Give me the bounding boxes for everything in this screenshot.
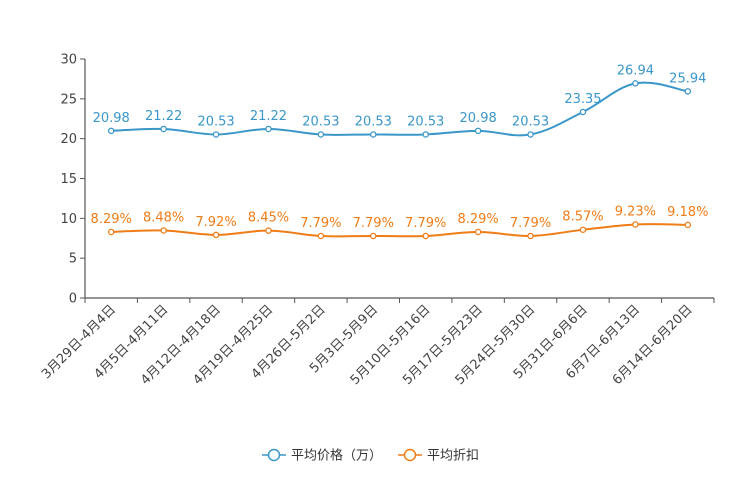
y-tick-label: 20: [60, 132, 77, 147]
data-point[interactable]: [265, 125, 272, 133]
data-label: 25.94: [669, 71, 706, 86]
data-label: 20.53: [355, 114, 392, 129]
y-tick-label: 10: [60, 212, 77, 227]
data-label: 20.98: [93, 111, 130, 126]
y-axis: 0 5 10 15 20 25 30: [60, 53, 86, 307]
data-point[interactable]: [212, 131, 220, 138]
data-point[interactable]: [317, 131, 325, 138]
data-label: 21.22: [250, 109, 287, 124]
legend-item-2[interactable]: 平均折扣: [398, 449, 479, 464]
data-label: 8.57%: [562, 210, 603, 225]
series-layer: 20.98 21.22 20.53 21.22 20.53 20.53 20.53 20.98…: [91, 63, 708, 240]
series-line: [111, 81, 688, 137]
series-line: [111, 223, 688, 238]
data-label: 7.92%: [195, 215, 236, 230]
data-point[interactable]: [474, 228, 482, 236]
data-label: 8.29%: [91, 212, 132, 227]
y-tick-label: 15: [60, 172, 77, 187]
data-point[interactable]: [527, 131, 534, 138]
data-point[interactable]: [684, 221, 692, 229]
data-point[interactable]: [632, 221, 639, 228]
data-point[interactable]: [632, 80, 639, 87]
data-point[interactable]: [422, 131, 429, 138]
data-point[interactable]: [474, 127, 482, 135]
data-label: 23.35: [564, 92, 601, 107]
data-point[interactable]: [579, 108, 587, 116]
data-label: 20.53: [407, 114, 444, 129]
legend-circle-icon: [267, 448, 281, 462]
data-label: 7.79%: [353, 216, 394, 231]
data-label: 7.79%: [510, 216, 551, 231]
legend-label: 平均价格（万）: [291, 448, 382, 464]
data-point[interactable]: [160, 125, 167, 133]
data-label: 8.48%: [143, 210, 184, 225]
data-label: 9.18%: [667, 205, 708, 220]
legend-circle-icon: [403, 448, 417, 462]
data-point[interactable]: [370, 232, 377, 240]
data-label: 20.53: [302, 114, 339, 129]
data-point[interactable]: [370, 131, 377, 138]
data-label: 8.29%: [457, 212, 498, 227]
data-label: 20.53: [512, 114, 549, 129]
data-label: 20.98: [460, 111, 497, 126]
data-label: 20.53: [197, 114, 234, 129]
data-point[interactable]: [160, 227, 167, 234]
legend[interactable]: 平均价格（万） 平均折扣: [262, 448, 479, 464]
x-axis: 3月29日-4月4日4月5日-4月11日4月12日-4月18日4月19日-4月2…: [39, 297, 715, 388]
data-point[interactable]: [684, 88, 692, 95]
y-tick-label: 25: [60, 92, 77, 107]
data-point[interactable]: [422, 232, 429, 240]
data-label: 26.94: [617, 63, 654, 78]
data-point[interactable]: [107, 228, 115, 236]
data-label: 8.45%: [248, 211, 289, 226]
data-label: 7.79%: [300, 216, 341, 231]
y-tick-label: 0: [69, 292, 77, 307]
data-point[interactable]: [212, 231, 220, 239]
legend-item-1[interactable]: 平均价格（万）: [262, 448, 382, 464]
y-tick-label: 30: [60, 53, 77, 68]
series-1: 20.98 21.22 20.53 21.22 20.53 20.53 20.53 20.98…: [93, 63, 706, 138]
series-2: 8.29% 8.48% 7.92% 8.45% 7.79% 7.79% 7.79% 8.29%…: [91, 204, 708, 240]
data-label: 21.22: [145, 109, 182, 124]
data-point[interactable]: [317, 232, 325, 240]
data-label: 7.79%: [405, 216, 446, 231]
legend-label: 平均折扣: [427, 449, 479, 464]
data-point[interactable]: [265, 227, 272, 234]
data-point[interactable]: [579, 226, 587, 233]
y-tick-label: 5: [69, 252, 77, 267]
data-point[interactable]: [527, 232, 534, 240]
data-label: 9.23%: [615, 204, 656, 219]
data-point[interactable]: [107, 127, 115, 135]
